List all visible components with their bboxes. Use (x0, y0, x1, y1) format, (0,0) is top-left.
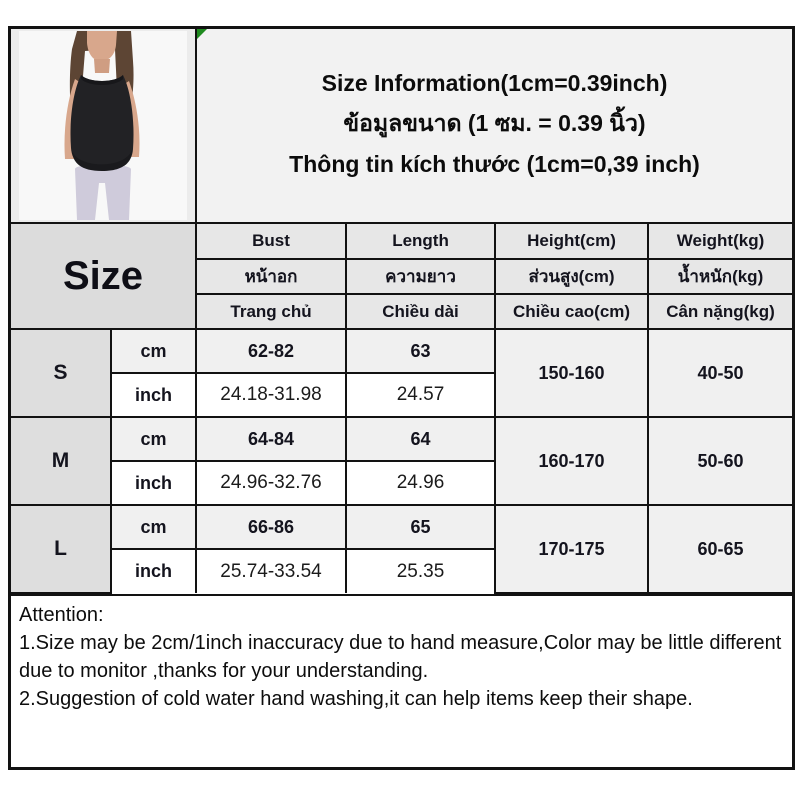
unit-cm-label: cm (109, 504, 198, 550)
m-height: 160-170 (494, 416, 650, 506)
unit-cm-label: cm (109, 328, 198, 374)
col-height-vi: Chiều cao(cm) (494, 293, 650, 330)
row-m-cm: M cm 64-84 64 160-170 50-60 (11, 416, 793, 506)
green-corner-marker-icon (197, 29, 207, 39)
col-weight-vi: Cân nặng(kg) (647, 293, 793, 330)
s-length-inch: 24.57 (345, 372, 496, 418)
l-length-inch: 25.35 (345, 548, 496, 593)
product-photo (11, 29, 197, 222)
row-s-inch: inch 24.18-31.98 24.57 (11, 372, 792, 418)
product-photo-frame (19, 31, 187, 220)
size-s-label: S (11, 328, 112, 418)
s-bust-cm: 62-82 (195, 328, 348, 374)
s-height: 150-160 (494, 328, 650, 418)
col-length-vi: Chiều dài (345, 293, 497, 330)
s-weight: 40-50 (647, 328, 793, 418)
m-weight: 50-60 (647, 416, 793, 506)
col-bust-vi: Trang chủ (196, 293, 348, 330)
size-information-title: Size Information(1cm=0.39inch) ข้อมูลขนา… (197, 29, 792, 222)
size-chart-sheet: Size Information(1cm=0.39inch) ข้อมูลขนา… (8, 26, 795, 770)
l-height: 170-175 (494, 504, 650, 594)
s-bust-inch: 24.18-31.98 (195, 372, 348, 418)
m-length-inch: 24.96 (345, 460, 496, 506)
size-l-label: L (11, 504, 112, 594)
size-header-cell: Size (11, 224, 198, 330)
row-s-cm: S cm 62-82 63 150-160 40-50 (11, 328, 793, 418)
l-weight: 60-65 (647, 504, 793, 594)
attention-section: Attention: 1.Size may be 2cm/1inch inacc… (11, 594, 792, 713)
table-header-row-en: Size Bust Length Height(cm) Weight(kg) (11, 224, 793, 330)
col-weight-en: Weight(kg) (647, 224, 793, 260)
s-length-cm: 63 (345, 328, 497, 374)
row-l-inch: inch 25.74-33.54 25.35 (11, 548, 792, 593)
unit-inch-label: inch (111, 548, 198, 593)
title-vietnamese: Thông tin kích thước (1cm=0,39 inch) (289, 150, 700, 177)
m-bust-cm: 64-84 (195, 416, 348, 462)
col-bust-en: Bust (195, 224, 348, 260)
col-weight-th: น้ำหนัก(kg) (647, 258, 793, 295)
size-table: Size Bust Length Height(cm) Weight(kg) ห… (11, 224, 793, 594)
title-english: Size Information(1cm=0.39inch) (321, 69, 668, 96)
attention-note-1: 1.Size may be 2cm/1inch inaccuracy due t… (19, 632, 782, 682)
m-length-cm: 64 (345, 416, 497, 462)
unit-inch-label: inch (111, 460, 198, 506)
col-height-th: ส่วนสูง(cm) (494, 258, 650, 295)
table-header-row-th: หน้าอก ความยาว ส่วนสูง(cm) น้ำหนัก(kg) (11, 258, 793, 295)
col-height-en: Height(cm) (494, 224, 650, 260)
header-section: Size Information(1cm=0.39inch) ข้อมูลขนา… (11, 29, 792, 224)
row-l-cm: L cm 66-86 65 170-175 60-65 (11, 504, 793, 594)
title-thai: ข้อมูลขนาด (1 ซม. = 0.39 นิ้ว) (343, 109, 646, 136)
model-figure-illustration (19, 31, 187, 220)
unit-cm-label: cm (109, 416, 198, 462)
attention-heading: Attention: (19, 604, 104, 626)
l-bust-inch: 25.74-33.54 (195, 548, 348, 593)
l-length-cm: 65 (345, 504, 497, 550)
row-m-inch: inch 24.96-32.76 24.96 (11, 460, 792, 506)
m-bust-inch: 24.96-32.76 (195, 460, 348, 506)
col-length-en: Length (345, 224, 497, 260)
l-bust-cm: 66-86 (195, 504, 348, 550)
unit-inch-label: inch (111, 372, 198, 418)
attention-note-2: 2.Suggestion of cold water hand washing,… (19, 688, 693, 710)
col-length-th: ความยาว (345, 258, 497, 295)
size-m-label: M (11, 416, 112, 506)
table-header-row-vi: Trang chủ Chiều dài Chiều cao(cm) Cân nặ… (11, 293, 793, 330)
col-bust-th: หน้าอก (196, 258, 348, 295)
